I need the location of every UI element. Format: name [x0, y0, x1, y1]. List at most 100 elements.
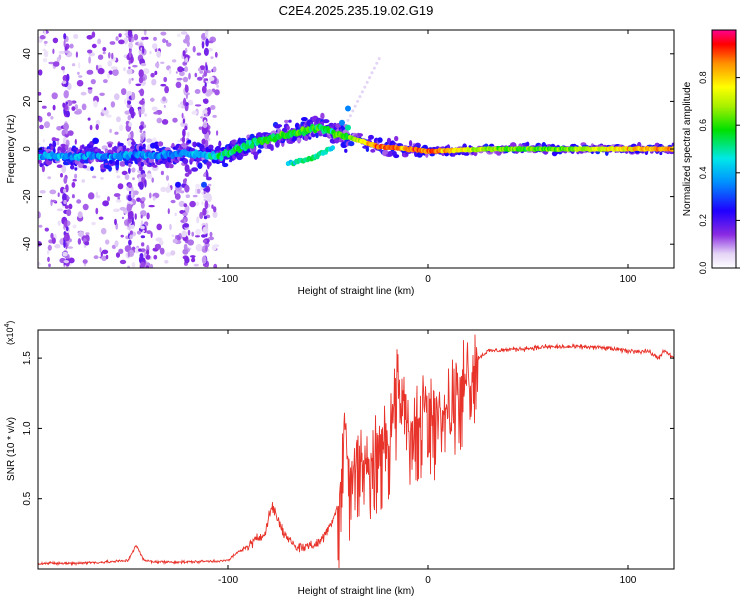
- spectrogram-streak-blob: [182, 248, 189, 255]
- colorbar-tick-label: 0.0: [698, 262, 708, 275]
- spectrogram-streak-blob: [185, 57, 188, 63]
- spectrogram-noise-blob: [209, 231, 213, 237]
- spectrogram-halo-blob: [65, 144, 69, 151]
- spectrogram-noise-blob: [107, 60, 113, 67]
- spectrogram-halo-blob: [117, 142, 124, 146]
- spectrogram-noise-blob: [99, 247, 102, 253]
- spectrogram-streak-blob: [206, 107, 211, 115]
- spectrogram-halo-blob: [252, 151, 259, 156]
- spectrogram-halo-blob: [365, 147, 370, 152]
- spectrogram-noise-blob: [135, 83, 142, 87]
- spectrogram-noise-blob: [136, 197, 141, 202]
- spectrogram-streak-blob: [64, 205, 69, 209]
- spectrogram-noise-blob: [178, 200, 185, 207]
- spectrogram-noise-blob: [176, 77, 183, 81]
- snr-multiplier-suffix: ): [5, 321, 15, 324]
- spectrogram-noise-blob: [100, 176, 104, 180]
- spectrogram-streak-blob: [64, 133, 69, 138]
- spectrogram-noise-blob: [107, 196, 110, 202]
- spectrogram-isolated-blob: [345, 124, 351, 131]
- colorbar-tick-label: 0.8: [698, 71, 708, 84]
- spectrogram-halo-blob: [168, 163, 174, 169]
- spectrogram-noise-blob: [71, 63, 76, 67]
- spectrogram-streak-blob: [128, 122, 133, 127]
- spectrogram-streak-blob: [63, 90, 69, 99]
- spectrogram-noise-blob: [151, 177, 154, 183]
- spectrogram-noise-blob: [160, 61, 165, 64]
- spectrogram-noise-blob: [101, 255, 107, 261]
- spectrogram-noise-blob: [74, 104, 79, 110]
- spectrogram-streak-blob: [141, 242, 145, 247]
- spectrogram-halo-blob: [286, 125, 290, 131]
- spectrogram-streak-blob: [183, 203, 188, 208]
- spectrogram-streak-blob: [64, 50, 70, 54]
- spectrogram-isolated-blob: [339, 119, 345, 126]
- spectrogram-noise-blob: [102, 47, 107, 52]
- spectrogram-noise-blob: [175, 71, 178, 74]
- spectrogram-noise-blob: [149, 50, 152, 55]
- spectrogram-noise-blob: [100, 227, 107, 235]
- spectrogram-streak-blob: [63, 188, 67, 193]
- spectrogram-noise-blob: [116, 116, 121, 123]
- spectrogram-noise-blob: [75, 51, 78, 58]
- spectrogram-noise-blob: [131, 167, 136, 173]
- spectrogram-streak-blob: [129, 230, 133, 235]
- spectrogram-noise-blob: [60, 173, 63, 178]
- spectrogram-halo-blob: [108, 165, 112, 172]
- spectrogram-streak-blob: [185, 205, 190, 214]
- spectrogram-halo-blob: [60, 143, 66, 148]
- spectrogram-noise-blob: [87, 49, 93, 54]
- spectrogram-streak-blob: [63, 220, 68, 228]
- spectrogram-noise-blob: [149, 97, 155, 102]
- spectrogram-streak-blob: [206, 176, 212, 181]
- spectrogram-streak-blob: [203, 173, 206, 177]
- spectrogram-noise-blob: [87, 117, 91, 121]
- spectrogram-noise-blob: [49, 189, 57, 195]
- spectrogram-halo-blob: [140, 161, 144, 167]
- spectrogram-noise-blob: [38, 224, 43, 228]
- spectrogram-streak-blob: [185, 102, 189, 107]
- spectrogram-noise-blob: [114, 93, 120, 101]
- spectrogram-noise-blob: [194, 89, 201, 94]
- spectrogram-noise-blob: [69, 43, 74, 49]
- spectrogram-streak-blob: [127, 210, 134, 220]
- spectrogram-noise-blob: [144, 113, 148, 117]
- spectrogram-halo-blob: [370, 148, 376, 153]
- spectrogram-streak-blob: [63, 260, 69, 264]
- spectrogram-noise-blob: [180, 31, 188, 35]
- spectrogram-noise-blob: [113, 208, 118, 212]
- spectrogram-streak-blob: [127, 139, 133, 147]
- spectrogram-noise-blob: [108, 52, 111, 59]
- spectrogram-streak-blob: [130, 109, 135, 119]
- colorbar-ticks: 0.0 0.2 0.4 0.6 0.8: [698, 71, 740, 274]
- snr-ticks: -100 0 100 0.5 1.0 1.5: [22, 330, 674, 586]
- spectrogram-noise-blob: [163, 76, 168, 83]
- spectrogram-streak-blob: [205, 222, 209, 229]
- spectrogram-streak-blob: [66, 73, 70, 82]
- spectrogram-streak-blob: [184, 66, 189, 73]
- spectrogram-faint-streak: [372, 66, 376, 70]
- spectrogram-noise-blob: [97, 67, 105, 75]
- spectrogram-noise-blob: [74, 138, 77, 145]
- spectrogram-noise-blob: [106, 114, 112, 118]
- spectrogram-halo-blob: [82, 165, 88, 169]
- spectrogram-streak-blob: [202, 109, 208, 114]
- spectrogram-noise-blob: [48, 263, 51, 268]
- spectrogram-noise-blob: [211, 244, 217, 251]
- spectrogram-noise-blob: [187, 229, 191, 236]
- spectrogram-streak-blob: [142, 45, 145, 54]
- spectrogram-noise-blob: [119, 206, 127, 211]
- spectrogram-noise-blob: [85, 232, 90, 235]
- spectrogram-noise-blob: [120, 234, 124, 238]
- spectrogram-ridge-point: [250, 142, 255, 149]
- spectrogram-noise-blob: [146, 230, 152, 235]
- spectrogram-halo-blob: [525, 141, 530, 147]
- spectrogram-noise-blob: [165, 252, 172, 257]
- spectrogram-noise-blob: [78, 75, 83, 78]
- colorbar: 0.0 0.2 0.4 0.6 0.8 Normalized spectral ampl…: [682, 29, 740, 274]
- spectrogram-streak-blob: [63, 239, 66, 248]
- spectrogram-noise-blob: [202, 74, 205, 79]
- spectrogram-halo-blob: [303, 134, 309, 141]
- spectrogram-noise-blob: [47, 244, 52, 251]
- spectrogram-noise-blob: [214, 89, 220, 96]
